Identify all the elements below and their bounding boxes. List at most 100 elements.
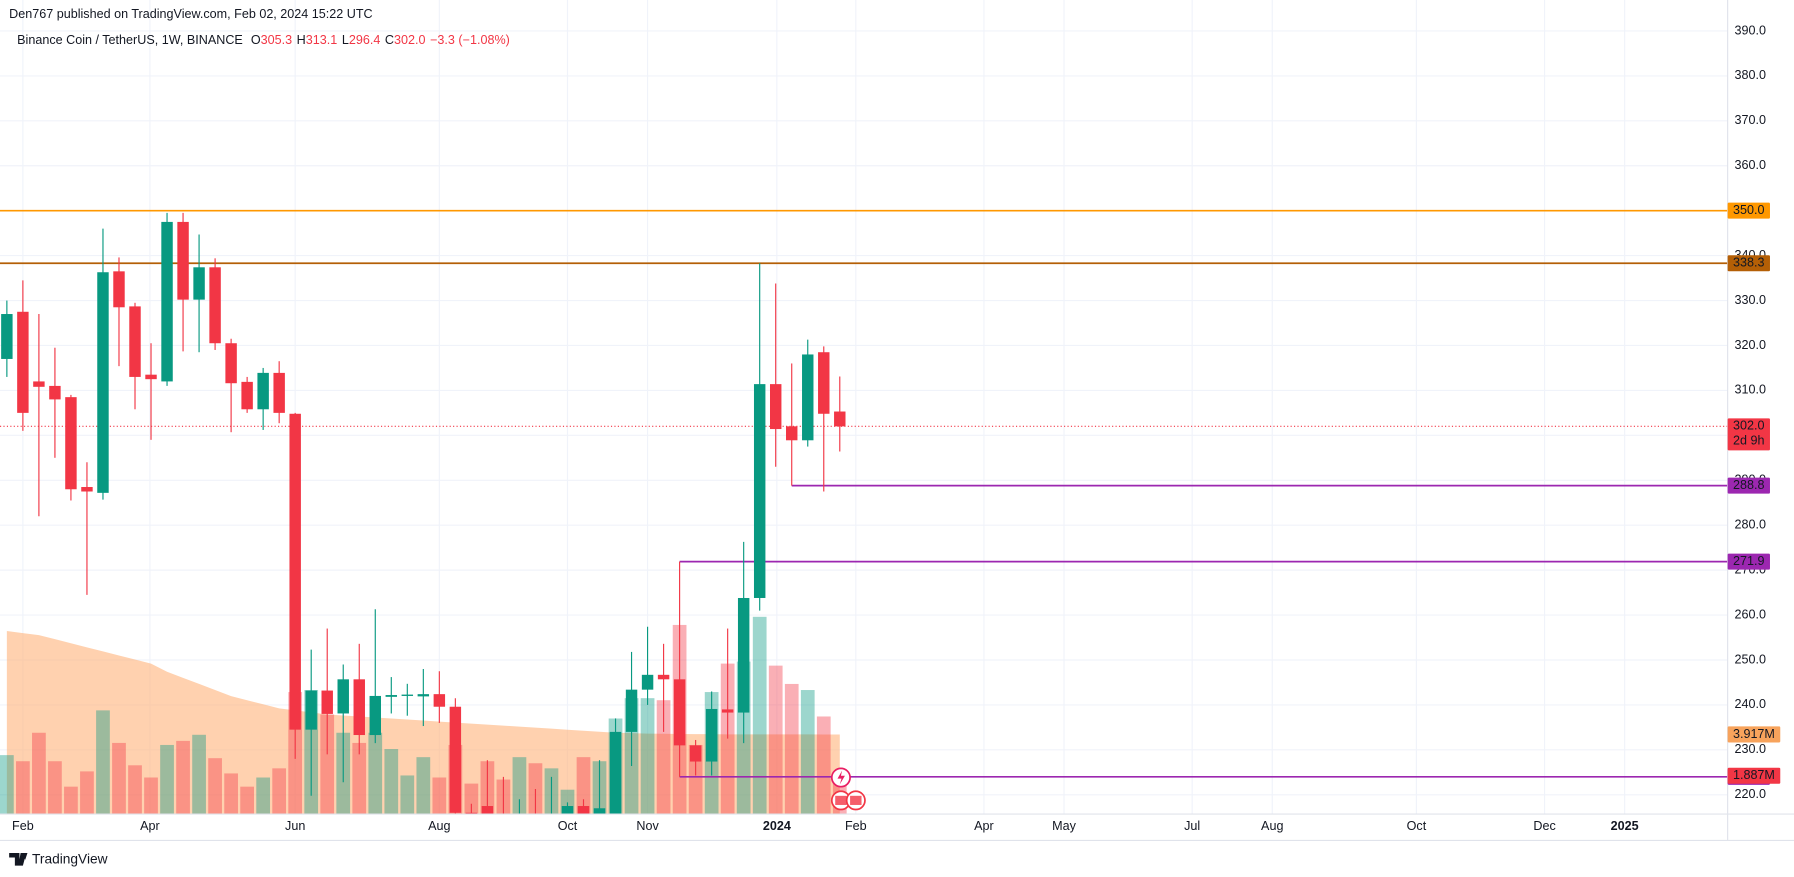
candle-body [1, 314, 13, 359]
volume-bar [224, 773, 238, 815]
x-tick-label: Oct [1407, 819, 1427, 833]
volume-bar [176, 740, 190, 815]
candle-body [305, 690, 317, 730]
price-tag [1727, 477, 1770, 494]
candle-body [321, 690, 333, 714]
candle-body [433, 694, 446, 707]
candle-body [33, 381, 45, 387]
volume-bar [528, 763, 543, 815]
legend-item: −3.3 (−1.08%) [430, 33, 510, 47]
candle-body [641, 674, 654, 690]
y-tick-label: 360.0 [1735, 158, 1766, 172]
volume-bar [64, 786, 78, 815]
y-tick-label: 320.0 [1735, 338, 1766, 352]
candle-body [593, 808, 606, 815]
candle-body [689, 745, 702, 762]
volume-bar [320, 714, 335, 815]
candle-body [81, 487, 93, 492]
candle-body [257, 372, 269, 410]
volume-bar [32, 732, 46, 815]
candle-body [625, 689, 638, 732]
x-tick-label: Apr [140, 819, 160, 833]
candle-body [673, 679, 686, 746]
candle-body [465, 812, 478, 815]
candle-body [786, 426, 798, 441]
candle-body [337, 679, 349, 714]
candle-body [289, 413, 301, 730]
candle-body [737, 597, 750, 713]
x-tick-label: Aug [1261, 819, 1283, 833]
x-tick-label: Feb [845, 819, 867, 833]
volume-bar [464, 783, 479, 815]
legend-item: 313.1 [306, 33, 337, 47]
volume-bar [144, 777, 158, 815]
candle-body [113, 271, 125, 308]
x-tick-label: Jul [1184, 819, 1200, 833]
volume-bar [160, 744, 174, 815]
candle-body [97, 272, 109, 493]
x-tick-label: Oct [558, 819, 578, 833]
volume-bar [240, 786, 254, 815]
volume-bar [128, 765, 142, 815]
volume-bar [208, 758, 222, 815]
candle-body [834, 411, 846, 427]
y-tick-label: 280.0 [1735, 518, 1766, 532]
countdown-label: 2d 9h [1733, 434, 1764, 448]
volume-bar [688, 744, 703, 815]
flag-icon [850, 795, 862, 805]
legend-item: 302.0 [394, 33, 425, 47]
candle-body [161, 221, 173, 382]
candle-body [145, 374, 157, 380]
volume-bar [656, 700, 671, 815]
price-tag-label: 350.0 [1733, 203, 1764, 217]
volume-bar [512, 757, 527, 815]
candle-body [818, 352, 830, 414]
volume-bar [400, 775, 415, 815]
volume-bar [48, 761, 62, 815]
candle-body [193, 267, 205, 300]
candle-body [561, 806, 574, 815]
volume-bar [432, 777, 447, 815]
price-tag [1727, 202, 1770, 219]
candle-body [481, 806, 494, 815]
y-tick-label: 310.0 [1735, 383, 1766, 397]
y-tick-label: 250.0 [1735, 652, 1766, 666]
candle-body [449, 706, 462, 813]
event-icons [830, 767, 866, 811]
volume-bar [272, 768, 287, 815]
candle-body [353, 679, 365, 736]
x-tick-label: 2024 [763, 819, 791, 833]
candle-body [769, 384, 782, 430]
price-tag-label: 3.917M [1733, 727, 1775, 741]
volume-bar [112, 742, 126, 815]
volume-bar [784, 683, 799, 815]
legend-item: O [251, 33, 261, 47]
brand-logo: TradingView [9, 851, 108, 866]
candle-body [65, 397, 77, 490]
volume-bar [0, 755, 14, 815]
candle-body [721, 709, 734, 713]
brand-name: TradingView [32, 851, 108, 866]
y-tick-label: 330.0 [1735, 293, 1766, 307]
x-tick-label: May [1052, 819, 1076, 833]
y-tick-label: 390.0 [1735, 23, 1766, 37]
price-tag-label: 302.0 [1733, 419, 1764, 433]
plot-area [0, 209, 1728, 815]
volume-bar [384, 749, 399, 815]
y-tick-label: 230.0 [1735, 742, 1766, 756]
legend-item: C [385, 33, 394, 47]
candle-body [129, 306, 141, 377]
price-tag [1727, 418, 1770, 451]
legend-item: 305.3 [261, 33, 292, 47]
y-tick-label: 240.0 [1735, 697, 1766, 711]
volume-bar [576, 757, 591, 815]
volume-bar [352, 742, 367, 815]
volume-bar [96, 710, 110, 815]
volume-bar [816, 716, 831, 815]
price-tag [1727, 726, 1781, 743]
legend-item: L [342, 33, 349, 47]
logo-mark [9, 852, 28, 866]
